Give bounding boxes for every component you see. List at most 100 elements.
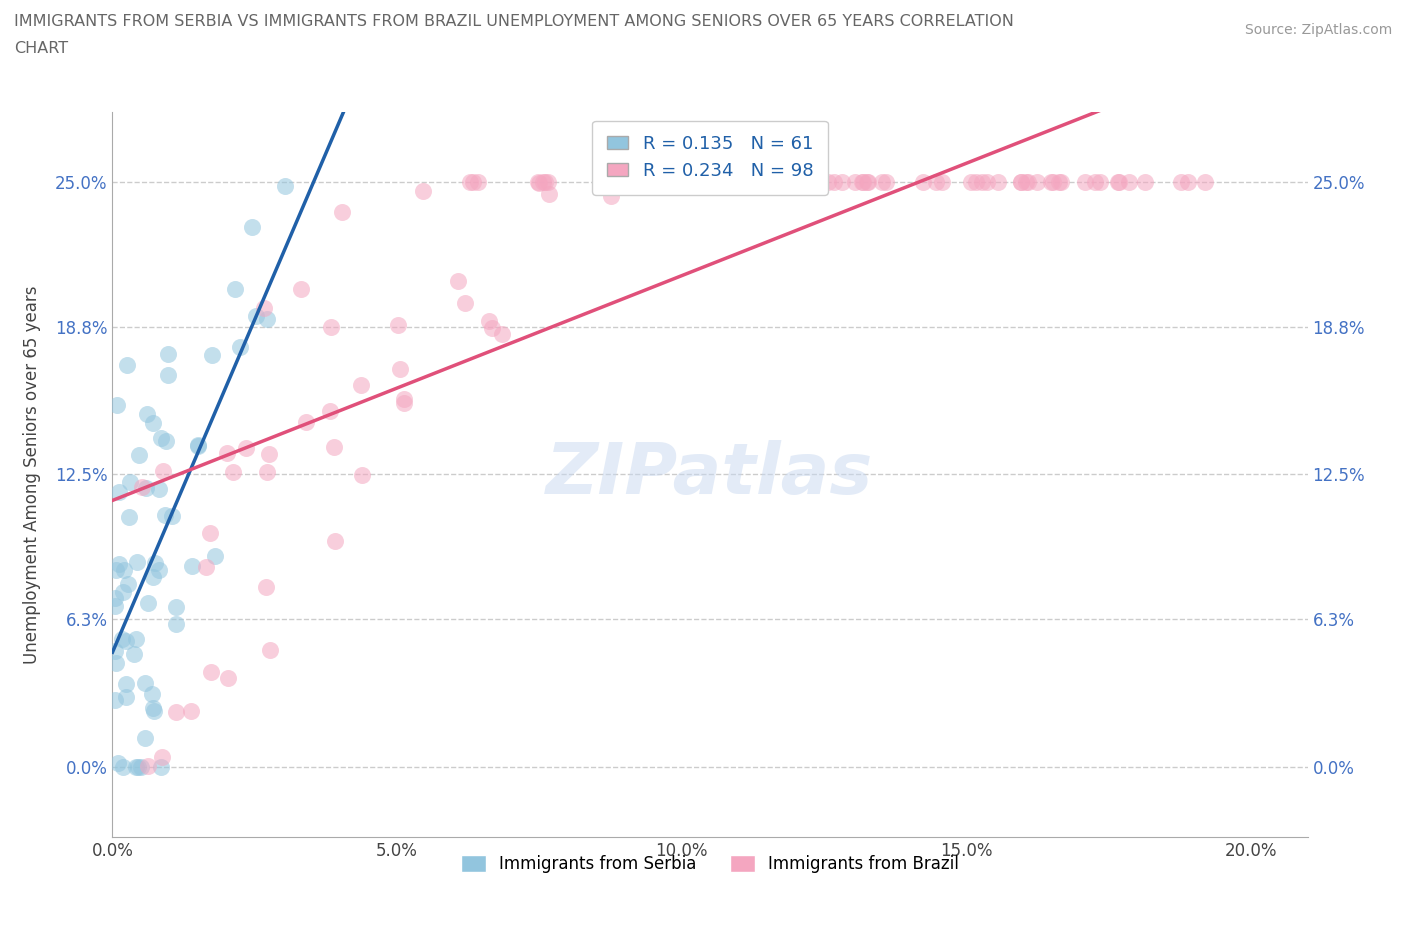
Point — [972, 174, 994, 189]
Point — [150, 750, 173, 764]
Point — [831, 174, 853, 189]
Point — [200, 664, 222, 679]
Point — [112, 585, 135, 600]
Point — [446, 273, 468, 288]
Point — [1084, 174, 1107, 189]
Point — [217, 671, 239, 685]
Point — [274, 179, 297, 193]
Point — [1107, 174, 1129, 189]
Text: ZIPatlas: ZIPatlas — [547, 440, 873, 509]
Point — [749, 174, 772, 189]
Point — [125, 631, 148, 646]
Point — [823, 174, 845, 189]
Point — [394, 395, 416, 410]
Point — [931, 174, 953, 189]
Point — [624, 174, 647, 189]
Point — [142, 703, 165, 718]
Point — [319, 404, 342, 418]
Point — [290, 282, 312, 297]
Point — [165, 705, 187, 720]
Point — [527, 174, 550, 189]
Point — [160, 508, 183, 523]
Point — [412, 183, 434, 198]
Point — [259, 643, 281, 658]
Point — [127, 555, 149, 570]
Point — [295, 414, 318, 429]
Point — [458, 174, 481, 189]
Y-axis label: Unemployment Among Seniors over 65 years: Unemployment Among Seniors over 65 years — [22, 286, 41, 663]
Point — [148, 562, 170, 577]
Point — [856, 174, 879, 189]
Point — [1042, 174, 1064, 189]
Point — [134, 731, 156, 746]
Point — [155, 433, 177, 448]
Point — [851, 174, 873, 189]
Point — [125, 760, 148, 775]
Point — [148, 482, 170, 497]
Point — [527, 175, 550, 190]
Point — [1090, 174, 1112, 189]
Point — [224, 281, 246, 296]
Point — [118, 510, 141, 525]
Point — [534, 174, 557, 189]
Point — [1017, 174, 1039, 189]
Point — [1194, 174, 1216, 189]
Point — [201, 348, 224, 363]
Point — [157, 347, 180, 362]
Point — [257, 446, 280, 461]
Point — [187, 438, 209, 453]
Point — [695, 174, 717, 189]
Point — [463, 174, 485, 189]
Point — [976, 174, 998, 189]
Point — [104, 656, 127, 671]
Point — [118, 474, 141, 489]
Point — [758, 174, 780, 189]
Point — [142, 700, 165, 715]
Point — [131, 760, 153, 775]
Legend: Immigrants from Serbia, Immigrants from Brazil: Immigrants from Serbia, Immigrants from … — [454, 848, 966, 880]
Point — [105, 397, 128, 412]
Point — [242, 219, 264, 234]
Point — [150, 760, 173, 775]
Point — [254, 579, 277, 594]
Point — [756, 174, 779, 189]
Point — [165, 617, 187, 631]
Point — [200, 525, 222, 540]
Point — [491, 326, 513, 341]
Point — [1040, 174, 1063, 189]
Point — [115, 689, 138, 704]
Point — [115, 633, 138, 648]
Point — [245, 308, 267, 323]
Point — [1047, 174, 1070, 189]
Point — [104, 644, 127, 658]
Point — [1170, 174, 1192, 189]
Point — [217, 445, 239, 460]
Point — [478, 313, 501, 328]
Point — [138, 758, 160, 773]
Text: CHART: CHART — [14, 41, 67, 56]
Point — [762, 174, 785, 189]
Point — [852, 174, 875, 189]
Point — [131, 480, 153, 495]
Point — [150, 431, 173, 445]
Point — [111, 631, 134, 646]
Point — [180, 704, 202, 719]
Point — [1026, 174, 1049, 189]
Point — [112, 563, 135, 578]
Point — [925, 174, 948, 189]
Point — [538, 186, 561, 201]
Point — [136, 596, 159, 611]
Point — [870, 174, 893, 189]
Point — [808, 174, 831, 189]
Point — [142, 416, 165, 431]
Point — [537, 174, 560, 189]
Point — [481, 320, 503, 335]
Point — [165, 600, 187, 615]
Point — [108, 556, 131, 571]
Point — [229, 339, 252, 354]
Point — [1015, 174, 1038, 189]
Point — [1177, 174, 1199, 189]
Point — [134, 675, 156, 690]
Point — [323, 533, 346, 548]
Point — [107, 755, 129, 770]
